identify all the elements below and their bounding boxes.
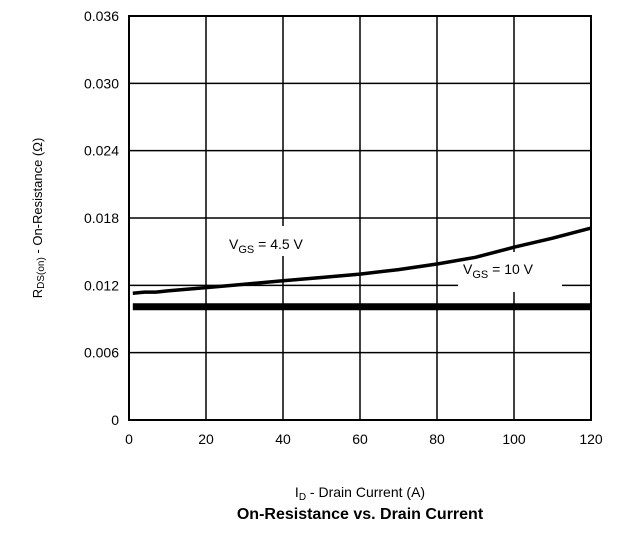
y-tick-label: 0.030 (84, 75, 119, 91)
chart-title: On-Resistance vs. Drain Current (236, 506, 484, 523)
plot-frame (128, 15, 592, 421)
x-tick-label: 0 (125, 431, 133, 447)
x-tick-label: 60 (352, 431, 368, 447)
y-tick-label: 0.036 (84, 8, 119, 24)
grid-lines (128, 15, 592, 421)
y-tick-label: 0.024 (84, 143, 119, 159)
y-tick-label: 0 (111, 412, 119, 428)
x-tick-label: 120 (579, 431, 603, 447)
series-layer (132, 226, 592, 311)
x-tick-label: 80 (429, 431, 445, 447)
y-axis-label: RDS(on) - On-Resistance (Ω) (30, 138, 47, 299)
x-tick-label: 100 (502, 431, 526, 447)
x-axis-label: ID - Drain Current (A) (294, 484, 426, 503)
series-annotations: VGS = 4.5 V VGS = 10 V (229, 236, 534, 281)
series-label-2: VGS = 10 V (463, 261, 534, 281)
x-tick-labels: 0 20 40 60 80 100 120 (125, 431, 603, 447)
y-tick-labels: 0 0.006 0.012 0.018 0.024 0.030 0.036 (84, 8, 119, 428)
series-line-1 (132, 226, 592, 295)
x-tick-label: 20 (198, 431, 214, 447)
y-tick-label: 0.006 (84, 345, 119, 361)
y-tick-label: 0.012 (84, 277, 119, 293)
y-tick-label: 0.018 (84, 210, 119, 226)
x-tick-label: 40 (275, 431, 291, 447)
series-label-1: VGS = 4.5 V (229, 236, 304, 256)
annotation-background (222, 226, 322, 256)
